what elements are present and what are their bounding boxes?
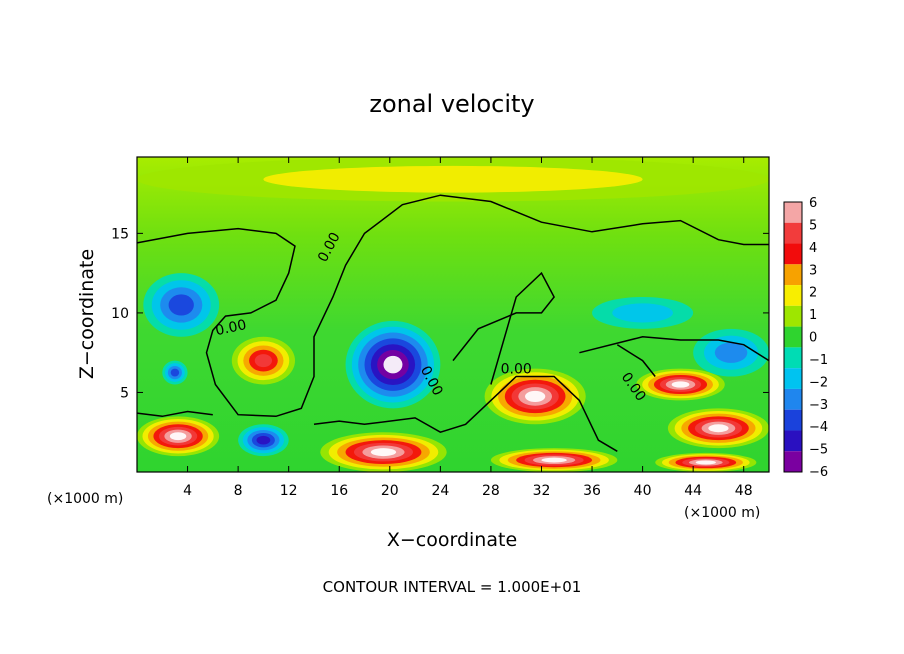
x-tick-label-44: 44 xyxy=(684,483,702,499)
zero-contour-1 xyxy=(136,194,769,418)
heat-region-7 xyxy=(137,416,220,457)
y-tick-label-15: 15 xyxy=(111,226,129,242)
heat-level-6-7 xyxy=(708,424,729,433)
colorbar-label-−1: −1 xyxy=(809,353,828,368)
zero-contour-2 xyxy=(136,410,213,418)
colorbar-swatch-0 xyxy=(784,326,802,348)
heat-level-1-4 xyxy=(168,294,194,316)
y-axis-ticks: 5 10 15 xyxy=(111,226,769,401)
x-tick-label-16: 16 xyxy=(330,483,348,499)
zero-contour-6 xyxy=(616,344,656,377)
heat-region-9 xyxy=(490,448,618,472)
heat-region-2 xyxy=(231,336,295,385)
heat-level-7-7 xyxy=(169,432,187,441)
colorbar-swatch-−1 xyxy=(784,347,802,369)
heat-level-11-5 xyxy=(256,435,271,445)
heat-level-13-2 xyxy=(612,303,673,323)
heatmap-field xyxy=(137,157,769,473)
x-tick-label-12: 12 xyxy=(280,483,298,499)
zero-contour-3 xyxy=(313,375,618,452)
chart-title: zonal velocity xyxy=(369,90,534,118)
colorbar-swatch-4 xyxy=(784,243,802,265)
colorbar-label-−4: −4 xyxy=(809,420,828,435)
x-axis-title: X−coordinate xyxy=(387,529,517,551)
plot-frame xyxy=(136,156,770,473)
heat-level-3-7 xyxy=(383,355,403,374)
colorbar-label-−6: −6 xyxy=(809,465,828,480)
heat-level-8-7 xyxy=(370,448,397,457)
heat-region-8 xyxy=(320,432,447,473)
heat-region-5 xyxy=(636,368,725,401)
heat-region-1 xyxy=(143,273,220,337)
heat-level-4-7 xyxy=(525,390,546,402)
colorbar-swatch-−5 xyxy=(784,430,802,452)
colorbar-swatch-−2 xyxy=(784,368,802,389)
colorbar-swatch-6 xyxy=(784,202,802,223)
heat-level-9-7 xyxy=(541,457,567,463)
contour-label-4: 0.00 xyxy=(501,361,532,377)
x-tick-label-36: 36 xyxy=(583,483,601,499)
heat-region-10 xyxy=(655,452,757,473)
colorbar-label-0: 0 xyxy=(809,331,817,346)
zero-contour-4 xyxy=(452,271,555,385)
colorbar-label-3: 3 xyxy=(809,263,817,278)
x-unit-left: (×1000 m) xyxy=(47,491,123,507)
contour-interval-footer: CONTOUR INTERVAL = 1.000E+01 xyxy=(323,578,582,596)
x-tick-label-48: 48 xyxy=(735,483,753,499)
heat-level-2-5 xyxy=(254,354,273,368)
colorbar-label-−3: −3 xyxy=(809,398,828,413)
x-tick-label-20: 20 xyxy=(381,483,399,499)
colorbar-label-−5: −5 xyxy=(809,443,828,458)
colorbar-label-6: 6 xyxy=(809,196,817,211)
colorbar-swatch-1 xyxy=(784,305,802,327)
heat-region-12 xyxy=(162,360,188,385)
y-tick-label-5: 5 xyxy=(120,385,129,401)
plot-area: 0.000.000.00 0.000.00 xyxy=(136,156,770,473)
x-axis-ticks: 4 8 12 16 20 24 28 32 36 40 44 48 xyxy=(183,157,753,499)
y-axis-title: Z−coordinate xyxy=(76,249,98,379)
colorbar-swatch-2 xyxy=(784,285,802,306)
x-unit-right: (×1000 m) xyxy=(684,505,760,521)
x-tick-label-40: 40 xyxy=(634,483,652,499)
contour-label-2: 0.00 xyxy=(214,317,248,339)
colorbar-label-2: 2 xyxy=(809,286,817,301)
heat-region-13 xyxy=(592,297,694,329)
heat-level-10-7 xyxy=(695,460,716,465)
heat-level-5-7 xyxy=(671,381,690,388)
colorbar-label-−2: −2 xyxy=(809,375,828,390)
colorbar-swatch-3 xyxy=(784,264,802,286)
zero-contour-5 xyxy=(579,336,770,362)
colorbar-label-1: 1 xyxy=(809,308,817,323)
colorbar: 6 5 4 3 2 1 0 −1 −2 −3 −4 −5 −6 xyxy=(783,196,828,480)
heat-level-15-2 xyxy=(263,165,643,193)
colorbar-label-5: 5 xyxy=(809,218,817,233)
x-tick-label-24: 24 xyxy=(431,483,449,499)
heat-region-11 xyxy=(238,424,289,457)
colorbar-swatch-−6 xyxy=(784,451,802,472)
heat-region-6 xyxy=(667,408,769,449)
y-tick-label-10: 10 xyxy=(111,306,129,322)
colorbar-swatch-−3 xyxy=(784,388,802,410)
heat-region-3 xyxy=(345,320,441,409)
x-tick-label-8: 8 xyxy=(234,483,243,499)
colorbar-swatch-−4 xyxy=(784,409,802,431)
colorbar-label-4: 4 xyxy=(809,241,817,256)
x-tick-label-28: 28 xyxy=(482,483,500,499)
colorbar-swatch-5 xyxy=(784,222,802,244)
heat-region-15 xyxy=(137,157,769,202)
x-tick-label-32: 32 xyxy=(533,483,551,499)
heat-level-14-3 xyxy=(714,342,748,363)
x-tick-label-4: 4 xyxy=(183,483,192,499)
heat-level-12-4 xyxy=(170,368,180,377)
colorbar-frame xyxy=(783,201,803,473)
